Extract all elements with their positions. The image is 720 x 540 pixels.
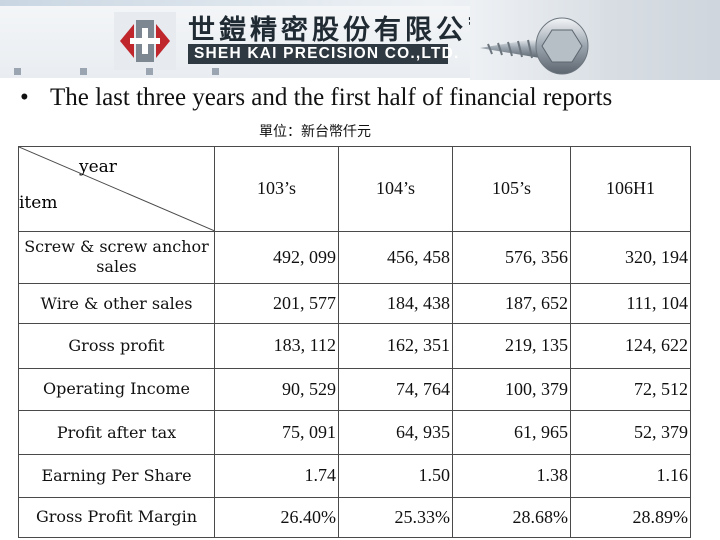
column-header-103: 103’s	[214, 146, 339, 232]
table-cell: 28.89%	[570, 496, 691, 539]
table-cell: 1.16	[570, 454, 691, 498]
table-row: Profit after tax 75, 091 64, 935 61, 965…	[18, 409, 691, 456]
table-cell: 111, 104	[570, 283, 691, 325]
table-row: Wire & other sales 201, 577 184, 438 187…	[18, 283, 691, 325]
corner-item-label: item	[19, 193, 58, 213]
table-cell: 90, 529	[214, 367, 339, 411]
table-cell: 187, 652	[452, 283, 571, 325]
corner-year-label: year	[79, 157, 117, 177]
company-logo-icon	[114, 12, 176, 70]
company-name-chinese: 世鎧精密股份有限公司	[188, 15, 498, 46]
table-cell: 75, 091	[214, 409, 339, 456]
row-label: Screw & screw anchor sales	[18, 230, 215, 285]
corner-header-cell: year item	[18, 146, 215, 232]
table-row: Gross Profit Margin 26.40% 25.33% 28.68%…	[18, 496, 691, 539]
table-cell: 25.33%	[338, 496, 453, 539]
table-cell: 100, 379	[452, 367, 571, 411]
company-name-english: SHEH KAI PRECISION CO.,LTD.	[188, 44, 458, 64]
table-cell: 162, 351	[338, 323, 453, 369]
table-cell: 183, 112	[214, 323, 339, 369]
table-row: Earning Per Share 1.74 1.50 1.38 1.16	[18, 454, 691, 498]
table-cell: 184, 438	[338, 283, 453, 325]
table-cell: 320, 194	[570, 230, 691, 285]
table-cell: 219, 135	[452, 323, 571, 369]
row-label: Profit after tax	[18, 409, 215, 456]
table-cell: 28.68%	[452, 496, 571, 539]
row-label: Gross profit	[18, 323, 215, 369]
diagonal-divider	[19, 147, 214, 231]
screw-photo	[470, 0, 720, 80]
financial-table: year item 103’s 104’s 105’s 106H1 Screw …	[18, 146, 691, 539]
table-cell: 1.38	[452, 454, 571, 498]
decorative-dots	[0, 66, 720, 78]
table-cell: 61, 965	[452, 409, 571, 456]
table-header-row: year item 103’s 104’s 105’s 106H1	[18, 146, 691, 232]
column-header-106h1: 106H1	[570, 146, 691, 232]
table-cell: 52, 379	[570, 409, 691, 456]
table-cell: 1.74	[214, 454, 339, 498]
table-cell: 456, 458	[338, 230, 453, 285]
row-label: Wire & other sales	[18, 283, 215, 325]
column-header-105: 105’s	[452, 146, 571, 232]
row-label: Earning Per Share	[18, 454, 215, 498]
table-cell: 492, 099	[214, 230, 339, 285]
table-row: Gross profit 183, 112 162, 351 219, 135 …	[18, 323, 691, 369]
header-banner: 世鎧精密股份有限公司 SHEH KAI PRECISION CO.,LTD.	[0, 0, 720, 80]
table-cell: 26.40%	[214, 496, 339, 539]
column-header-104: 104’s	[338, 146, 453, 232]
table-cell: 74, 764	[338, 367, 453, 411]
table-cell: 1.50	[338, 454, 453, 498]
table-cell: 124, 622	[570, 323, 691, 369]
bullet-heading: • The last three years and the first half…	[20, 84, 720, 116]
header-stripe	[0, 0, 720, 6]
bullet-text: The last three years and the first half …	[50, 84, 613, 111]
table-row: Screw & screw anchor sales 492, 099 456,…	[18, 230, 691, 285]
table-row: Operating Income 90, 529 74, 764 100, 37…	[18, 367, 691, 411]
table-cell: 72, 512	[570, 367, 691, 411]
table-cell: 64, 935	[338, 409, 453, 456]
bullet-point-icon: •	[20, 84, 29, 111]
unit-label: 單位：新台幣仟元	[259, 124, 371, 140]
table-cell: 201, 577	[214, 283, 339, 325]
row-label: Gross Profit Margin	[18, 496, 215, 539]
table-cell: 576, 356	[452, 230, 571, 285]
row-label: Operating Income	[18, 367, 215, 411]
